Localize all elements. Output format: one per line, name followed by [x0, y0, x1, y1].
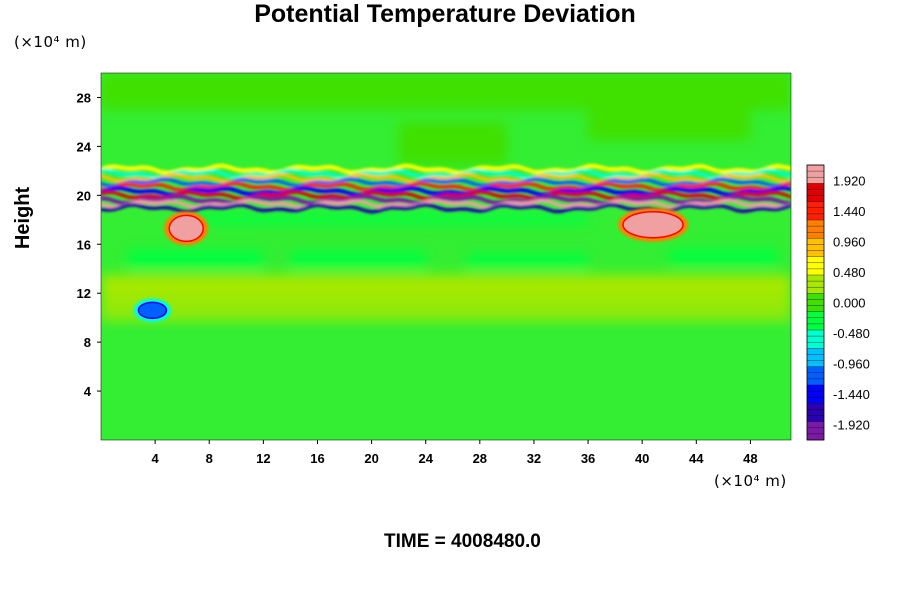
colorbar-segment	[807, 366, 824, 385]
chart-title: Potential Temperature Deviation	[254, 0, 636, 28]
colorbar-tick-label: 0.000	[833, 296, 866, 311]
colorbar-tick-label: -0.480	[833, 326, 870, 341]
colorbar-segment	[807, 311, 824, 330]
colorbar-segment	[807, 348, 824, 367]
y-axis-unit-label: (×10⁴ m)	[14, 33, 87, 51]
x-tick-label: 8	[206, 451, 213, 466]
x-tick-label: 44	[689, 451, 704, 466]
colorbar-tick-label: -0.960	[833, 357, 870, 372]
colorbar-segment	[807, 238, 824, 257]
colorbar-segment	[807, 183, 824, 202]
y-tick-label: 4	[84, 384, 92, 399]
x-tick-label: 16	[310, 451, 324, 466]
x-tick-label: 36	[581, 451, 595, 466]
y-tick-label: 16	[77, 237, 91, 252]
colorbar-segment	[807, 256, 824, 275]
x-tick-label: 28	[473, 451, 487, 466]
x-tick-label: 40	[635, 451, 649, 466]
x-tick-label: 4	[152, 451, 160, 466]
y-tick-label: 24	[77, 139, 92, 154]
field-texture	[101, 73, 791, 321]
x-axis-ticks: 4 8 12 16 20 24 28 32 36 40 44 48	[152, 440, 758, 466]
colorbar-tick-label: 0.480	[833, 265, 866, 280]
colorbar-segment	[807, 201, 824, 220]
colorbar-tick-label: 1.440	[833, 204, 866, 219]
warm-anomaly	[168, 214, 204, 243]
x-tick-label: 24	[418, 451, 433, 466]
colorbar-segment	[807, 421, 824, 440]
heatmap-field	[101, 73, 791, 440]
x-axis-unit-label: (×10⁴ m)	[714, 472, 787, 490]
time-label: TIME =	[384, 531, 452, 552]
y-tick-label: 28	[77, 90, 91, 105]
colorbar: 1.920 1.440 0.960 0.480 0.000 -0.480 -0.960 -1.…	[806, 164, 870, 441]
x-tick-label: 48	[743, 451, 757, 466]
y-tick-label: 12	[77, 286, 91, 301]
x-tick-label: 20	[364, 451, 378, 466]
colorbar-tick-label: 1.920	[833, 173, 866, 188]
colorbar-tick-label: 0.960	[833, 234, 866, 249]
oscillating-band	[101, 163, 791, 214]
y-axis-ticks: 4 8 12 16 20 24 28	[77, 90, 101, 399]
colorbar-tick-label: -1.440	[833, 387, 870, 402]
warm-anomaly	[622, 210, 684, 239]
colorbar-tick-label: -1.920	[833, 418, 870, 433]
time-readout: TIME = 4008480.0	[384, 531, 541, 553]
x-tick-label: 12	[256, 451, 270, 466]
y-tick-label: 20	[77, 188, 91, 203]
x-tick-label: 32	[527, 451, 541, 466]
colorbar-segment	[807, 403, 824, 422]
plot-frame	[100, 72, 792, 441]
colorbar-frame	[806, 164, 825, 441]
colorbar-segment	[807, 275, 824, 294]
colorbar-segment	[807, 165, 824, 184]
colorbar-segment	[807, 385, 824, 404]
time-value: 4008480.0	[451, 531, 541, 552]
colorbar-segment	[807, 330, 824, 349]
y-tick-label: 8	[84, 335, 91, 350]
cold-anomaly	[137, 301, 168, 320]
colorbar-segment	[807, 293, 824, 312]
anomalies	[133, 207, 688, 323]
colorbar-segment	[807, 220, 824, 239]
